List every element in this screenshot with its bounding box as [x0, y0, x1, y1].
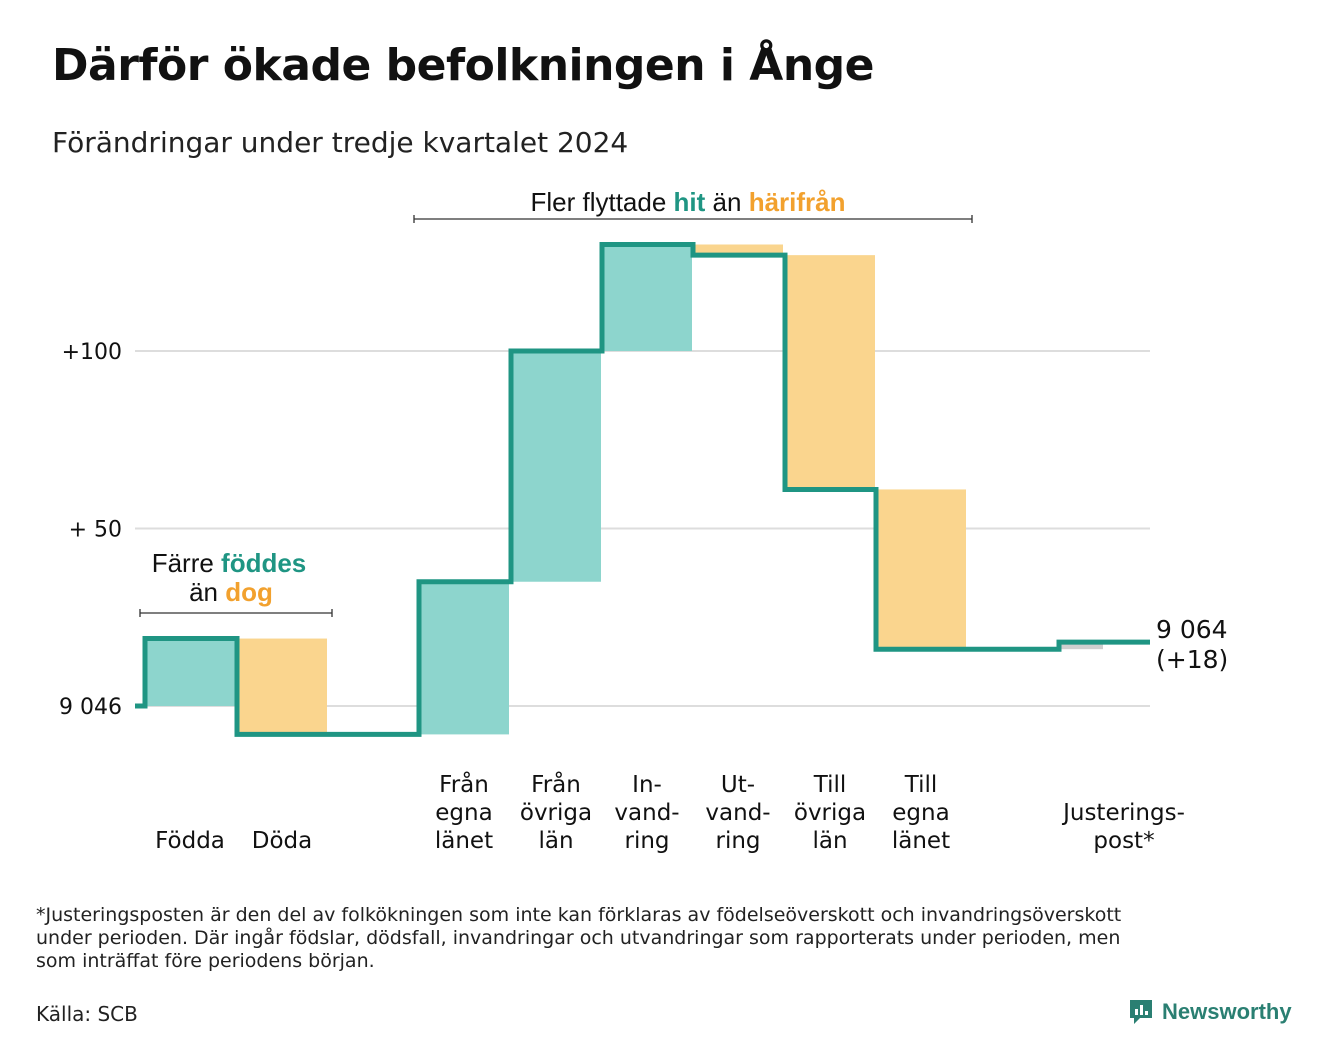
category-label: Ut-	[721, 772, 755, 798]
annotation-span: föddes	[221, 548, 306, 578]
category-label: Döda	[252, 828, 312, 854]
annotation-span: dog	[225, 577, 273, 607]
annotation-bracket-births	[139, 609, 333, 617]
waterfall-bar	[785, 255, 875, 490]
category-label: Till	[904, 772, 938, 798]
category-label: Från	[439, 770, 489, 798]
waterfall-bar	[237, 638, 327, 735]
category-label: egna	[892, 800, 949, 826]
category-label: Justerings-	[1061, 800, 1185, 826]
chart-subtitle: Förändringar under tredje kvartalet 2024	[52, 126, 629, 159]
annotation-births: Färre föddes	[152, 548, 307, 578]
annotation-span: än	[189, 577, 225, 607]
end-value-label: 9 064	[1156, 615, 1228, 644]
source-label: Källa: SCB	[36, 1002, 138, 1026]
category-label: län	[812, 828, 847, 854]
annotation-span: än	[705, 187, 748, 217]
category-label: län	[538, 828, 573, 854]
waterfall-bar	[145, 638, 235, 706]
bar-chart-icon	[1130, 1000, 1152, 1024]
brand-name: Newsworthy	[1162, 999, 1292, 1024]
category-label: ring	[624, 828, 669, 854]
waterfall-bar	[693, 244, 783, 256]
waterfall-bar	[511, 351, 601, 582]
annotation-span: härifrån	[749, 187, 846, 217]
category-label: övriga	[520, 800, 592, 826]
footnote-line: som inträffat före periodens början.	[36, 950, 375, 972]
waterfall-bar	[419, 581, 509, 735]
annotation-span: Fler flyttade	[530, 187, 673, 217]
category-label: vand-	[614, 800, 679, 826]
category-label: egna	[435, 800, 492, 826]
category-label: Från	[531, 770, 581, 798]
footnote-line: under perioden. Där ingår födslar, dödsf…	[36, 927, 1121, 949]
y-tick-label: 9 046	[59, 695, 122, 720]
end-change-label: (+18)	[1156, 645, 1228, 674]
category-label: Till	[813, 772, 847, 798]
y-tick-label: + 50	[69, 518, 122, 543]
newsworthy-logo: Newsworthy	[1128, 998, 1292, 1026]
annotation-span: Färre	[152, 548, 221, 578]
y-tick-label: +100	[62, 340, 122, 365]
category-label: länet	[435, 828, 493, 854]
annotation-moves: Fler flyttade hit än härifrån	[530, 187, 845, 217]
category-label: post*	[1093, 828, 1154, 854]
annotation-span: hit	[674, 187, 706, 217]
category-label: ring	[715, 828, 760, 854]
category-label: vand-	[705, 800, 770, 826]
cumulative-line	[135, 242, 1150, 737]
waterfall-bar	[1061, 642, 1103, 650]
category-label: länet	[892, 828, 950, 854]
footnote-line: *Justeringsposten är den del av folkökni…	[36, 904, 1122, 926]
category-label: Födda	[155, 828, 225, 854]
waterfall-bar	[602, 244, 692, 351]
footnote: *Justeringsposten är den del av folkökni…	[36, 904, 1316, 973]
annotation-bracket-moves	[413, 215, 973, 223]
chart-title: Därför ökade befolkningen i Ånge	[52, 40, 875, 91]
category-label: övriga	[794, 800, 866, 826]
category-label: In-	[632, 772, 662, 798]
annotation-births: än dog	[189, 577, 273, 607]
waterfall-bar	[876, 489, 966, 650]
